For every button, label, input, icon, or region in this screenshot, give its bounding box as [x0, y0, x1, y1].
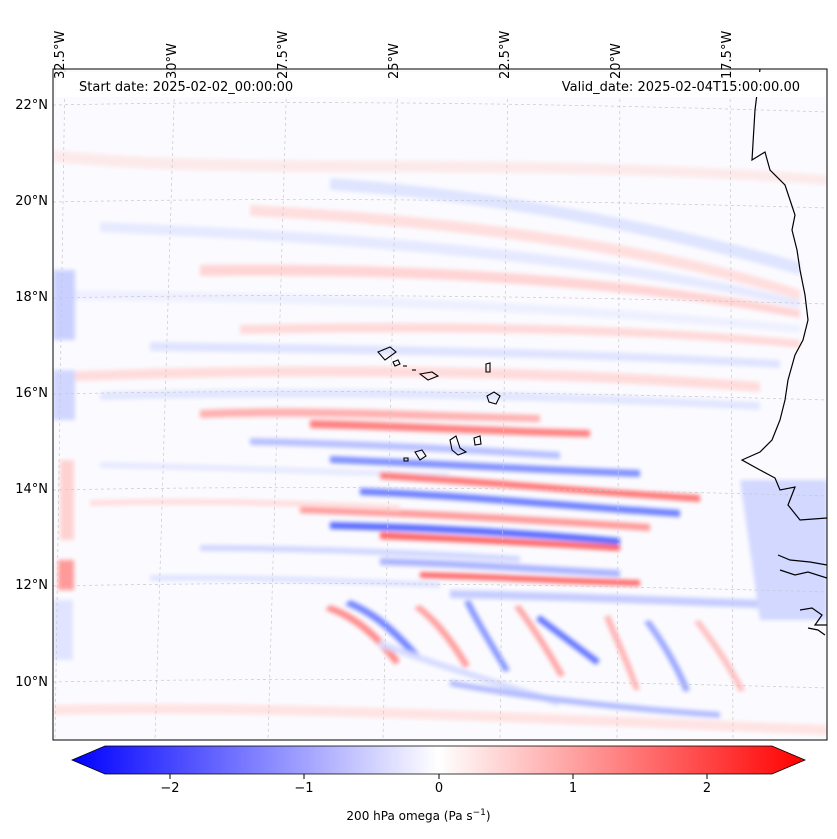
colorbar-title-end: ): [485, 809, 491, 823]
lon-label: 20°W: [609, 43, 624, 79]
coastline: [740, 69, 827, 636]
map-frame: [52, 68, 828, 741]
colorbar-tick-label: 1: [568, 781, 578, 796]
lat-label: 18°N: [15, 290, 48, 305]
colorbar-title-sup: −1: [472, 808, 486, 818]
header-strip: [56, 72, 826, 97]
lat-label: 22°N: [15, 98, 48, 113]
start-date-label: Start date: 2025-02-02_00:00:00: [79, 80, 293, 95]
colorbar-tick-label: 2: [702, 781, 712, 796]
colorbar-tick-label: 0: [434, 781, 444, 796]
colorbar-bar: [70, 745, 807, 775]
lat-label: 12°N: [15, 578, 48, 593]
graticule: [53, 69, 827, 740]
lon-label: 30°W: [165, 43, 180, 79]
lon-label: 25°W: [387, 43, 402, 79]
lon-label: 27.5°W: [276, 30, 291, 79]
lon-label: 17.5°W: [720, 30, 735, 79]
colorbar-title-text: 200 hPa omega (Pa s: [346, 809, 473, 823]
colorbar: [70, 745, 807, 779]
lat-label: 14°N: [15, 482, 48, 497]
lat-label: 20°N: [15, 194, 48, 209]
lon-label: 32.5°W: [53, 30, 68, 79]
valid-date-label: Valid_date: 2025-02-04T15:00:00.00: [562, 80, 800, 95]
colorbar-tick-label: −1: [294, 781, 314, 796]
cape-verde-islands: [377, 346, 501, 462]
omega-field: [53, 150, 827, 735]
colorbar-tick-label: −2: [160, 781, 180, 796]
lat-label: 10°N: [15, 675, 48, 690]
colorbar-title: 200 hPa omega (Pa s−1): [0, 808, 837, 823]
lon-label: 22.5°W: [498, 30, 513, 79]
lat-label: 16°N: [15, 386, 48, 401]
